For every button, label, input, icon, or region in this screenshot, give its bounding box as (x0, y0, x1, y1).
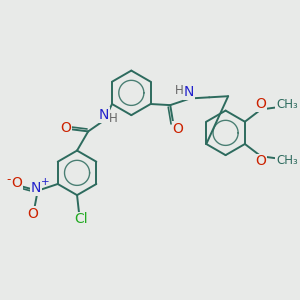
Text: H: H (109, 112, 118, 125)
Text: O: O (256, 154, 266, 168)
Text: +: + (40, 177, 49, 187)
Text: -: - (6, 172, 10, 186)
Text: N: N (184, 85, 194, 99)
Text: O: O (256, 97, 266, 111)
Text: CH₃: CH₃ (276, 154, 298, 167)
Text: O: O (172, 122, 183, 136)
Text: H: H (175, 84, 184, 97)
Text: O: O (61, 121, 71, 135)
Text: CH₃: CH₃ (276, 98, 298, 112)
Text: O: O (11, 176, 22, 190)
Text: N: N (98, 108, 109, 122)
Text: Cl: Cl (75, 212, 88, 226)
Text: O: O (28, 207, 38, 220)
Text: N: N (31, 181, 41, 195)
